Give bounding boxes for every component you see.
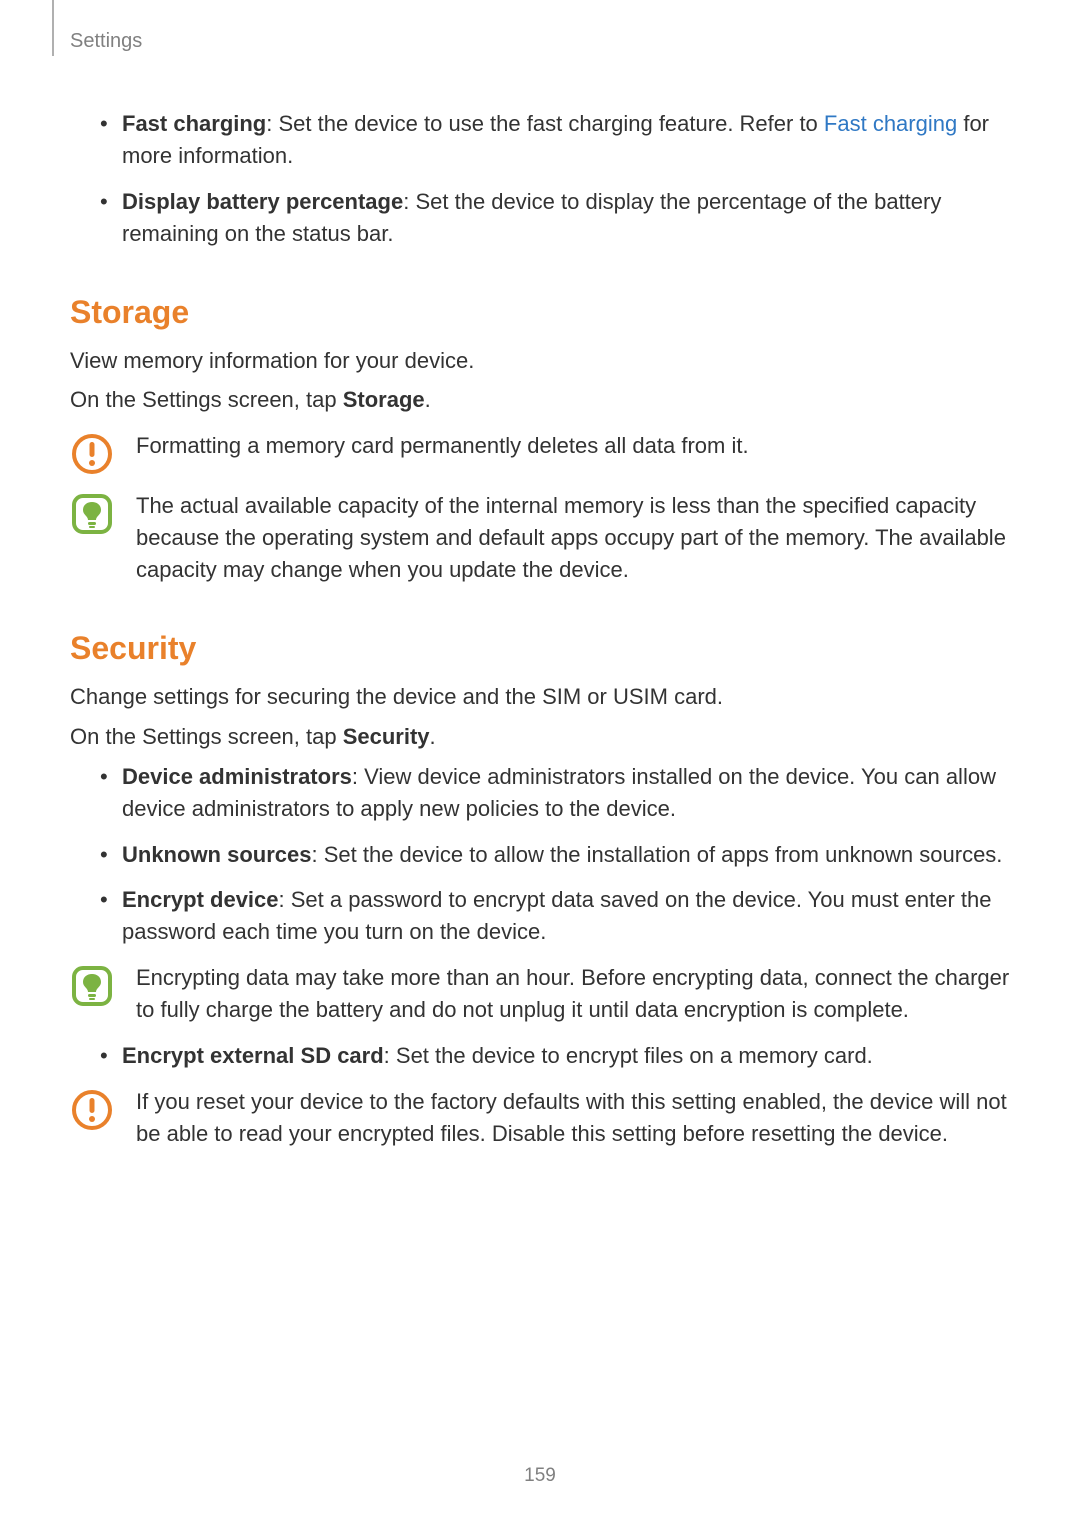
list-item: Device administrators: View device admin… [100, 761, 1010, 825]
text: . [430, 724, 436, 749]
security-paragraph: Change settings for securing the device … [70, 681, 1010, 713]
bullet-bold-term: Encrypt external SD card [122, 1043, 384, 1068]
storage-paragraph: On the Settings screen, tap Storage. [70, 384, 1010, 416]
bullet-bold-term: Display battery percentage [122, 189, 403, 214]
list-item: Unknown sources: Set the device to allow… [100, 839, 1010, 871]
bullet-text: : Set the device to allow the installati… [311, 842, 1002, 867]
text: On the Settings screen, tap [70, 724, 343, 749]
storage-paragraph: View memory information for your device. [70, 345, 1010, 377]
text-bold: Security [343, 724, 430, 749]
warning-icon [70, 432, 114, 476]
text-bold: Storage [343, 387, 425, 412]
bullet-text: : Set the device to encrypt files on a m… [384, 1043, 873, 1068]
page-header-label: Settings [70, 30, 142, 53]
security-bullet-list-2: Encrypt external SD card: Set the device… [70, 1040, 1010, 1072]
bullet-bold-term: Fast charging [122, 111, 266, 136]
bullet-bold-term: Unknown sources [122, 842, 311, 867]
intro-bullet-list: Fast charging: Set the device to use the… [70, 108, 1010, 250]
bullet-bold-term: Device administrators [122, 764, 352, 789]
storage-heading: Storage [70, 294, 1010, 331]
text: . [425, 387, 431, 412]
list-item: Encrypt external SD card: Set the device… [100, 1040, 1010, 1072]
bullet-text: : Set the device to use the fast chargin… [266, 111, 824, 136]
list-item: Display battery percentage: Set the devi… [100, 186, 1010, 250]
page-number: 159 [0, 1465, 1080, 1487]
info-icon [70, 492, 114, 536]
warning-text: Formatting a memory card permanently del… [136, 430, 1010, 462]
page-content: Fast charging: Set the device to use the… [0, 0, 1080, 1150]
info-note: The actual available capacity of the int… [70, 490, 1010, 586]
text: On the Settings screen, tap [70, 387, 343, 412]
warning-icon [70, 1088, 114, 1132]
security-paragraph: On the Settings screen, tap Security. [70, 721, 1010, 753]
info-icon [70, 964, 114, 1008]
list-item: Encrypt device: Set a password to encryp… [100, 884, 1010, 948]
bullet-bold-term: Encrypt device [122, 887, 279, 912]
security-heading: Security [70, 630, 1010, 667]
header-rule [52, 0, 54, 56]
security-bullet-list: Device administrators: View device admin… [70, 761, 1010, 948]
warning-text: If you reset your device to the factory … [136, 1086, 1010, 1150]
info-note: Encrypting data may take more than an ho… [70, 962, 1010, 1026]
warning-note: If you reset your device to the factory … [70, 1086, 1010, 1150]
warning-note: Formatting a memory card permanently del… [70, 430, 1010, 476]
fast-charging-link[interactable]: Fast charging [824, 111, 957, 136]
list-item: Fast charging: Set the device to use the… [100, 108, 1010, 172]
info-text: Encrypting data may take more than an ho… [136, 962, 1010, 1026]
info-text: The actual available capacity of the int… [136, 490, 1010, 586]
